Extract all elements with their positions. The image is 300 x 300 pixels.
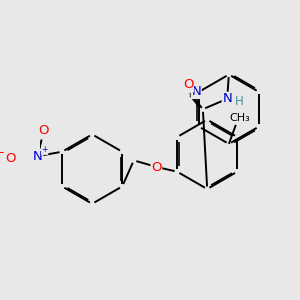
Text: N: N	[33, 150, 43, 163]
Text: N: N	[222, 92, 232, 105]
Text: H: H	[235, 95, 244, 108]
Text: CH₃: CH₃	[229, 113, 250, 123]
Text: −: −	[0, 146, 4, 159]
Text: O: O	[5, 152, 15, 165]
Text: O: O	[183, 79, 194, 92]
Text: N: N	[191, 85, 201, 98]
Text: O: O	[151, 161, 162, 174]
Text: O: O	[39, 124, 49, 136]
Text: +: +	[42, 146, 48, 154]
